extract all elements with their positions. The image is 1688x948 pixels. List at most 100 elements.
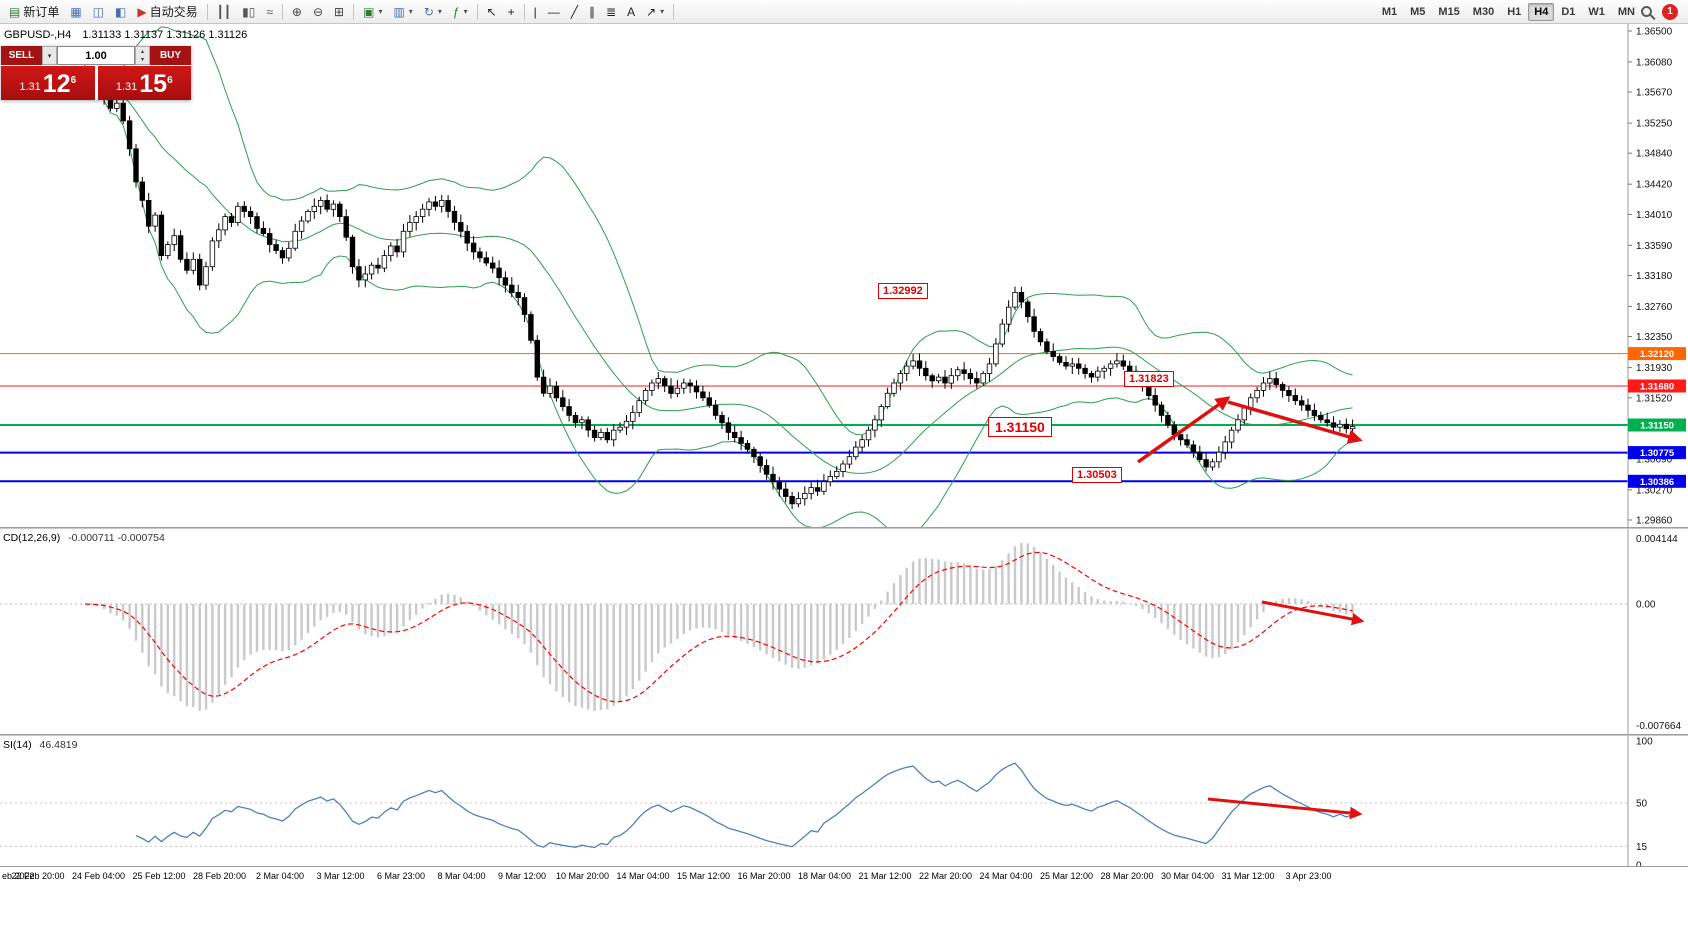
market-watch-button[interactable]: ▦ [65,2,86,22]
symbol-timeframe-label: GBPUSD-,H4 [4,29,72,41]
zoom-out-icon: ⊖ [312,4,324,19]
vertical-line-button[interactable]: | [529,2,542,22]
price-scale[interactable]: 1.36500 1.36080 1.35670 1.35250 1.34840 1.344… [1628,27,1686,527]
candlestick-chart-button[interactable]: ▮▯ [237,2,260,22]
main-chart[interactable]: 1.36500 1.36080 1.35670 1.35250 1.34840 1.344… [0,24,1688,527]
buy-price-prefix: 1.31 [115,81,138,93]
fibonacci-button[interactable]: ≣ [601,2,621,22]
bar-chart-button[interactable]: ┃┃ [212,2,236,22]
svg-text:0.00: 0.00 [1636,599,1656,610]
auto-trading-button[interactable]: ▶ 自动交易 [132,2,202,22]
candlestick-chart-icon: ▮▯ [242,4,256,19]
svg-text:1.35670: 1.35670 [1636,88,1673,99]
price-annotation[interactable]: 1.32992 [878,283,928,299]
horizontal-line-button[interactable]: — [543,2,565,22]
price-annotation[interactable]: 1.31823 [1124,371,1174,387]
notification-badge[interactable]: 1 [1662,3,1678,20]
toolbar-separator [523,3,525,20]
cursor-button[interactable]: ↖ [482,2,502,22]
time-label: 8 Mar 04:00 [437,871,486,881]
time-label: 15 Mar 12:00 [676,871,731,881]
new-chart-button[interactable]: ▣ ▾ [358,2,387,22]
time-label: 3 Apr 23:00 [1285,871,1332,881]
vertical-line-icon: | [533,4,537,19]
buy-button[interactable]: BUY [150,46,191,65]
sell-price-prefix: 1.31 [19,81,41,93]
timeframe-d1-button[interactable]: D1 [1561,5,1576,18]
time-label: 21 Mar 12:00 [858,871,912,881]
trendline-button[interactable]: ╱ [566,2,583,22]
toolbar-groups: ▤ 新订单 ▦ ◫ ◧ ▶ 自动交易 ┃┃ ▮▯ ≈ ⊕ ⊖ ⊞ ▣ ▾ ▥ ▾ ↻ ▾ ƒ ▾ ↖ + | — ╱ ∥ ≣ A ↗ ▾ [4,2,1370,22]
panel-separator[interactable] [0,527,1688,529]
text-tool-icon: A [627,4,636,19]
volume-dropdown[interactable]: ▾ [42,46,57,65]
new-chart-dropdown[interactable]: ▾ [378,7,383,16]
macd-values: -0.000711 -0.000754 [68,532,165,544]
crosshair-button[interactable]: + [503,2,520,22]
cycle-button[interactable]: ↻ ▾ [419,2,447,22]
rsi-line [135,762,1353,849]
trendline-icon: ╱ [570,4,579,19]
price-annotation[interactable]: 1.31150 [988,417,1052,437]
search-icon[interactable] [1641,6,1652,17]
time-label: 25 Feb 12:00 [132,871,186,881]
macd-panel[interactable]: 0.004144 0.00 -0.007664 [0,529,1688,734]
price-annotation[interactable]: 1.30503 [1072,467,1122,483]
volume-input[interactable] [57,46,135,65]
timeframe-h1-button[interactable]: H1 [1507,5,1522,18]
arrows-tool-dropdown[interactable]: ▾ [660,7,665,16]
rsi-title: SI(14) 46.4819 [3,739,77,751]
rsi-panel[interactable]: 100 50 15 0 [0,736,1688,866]
volume-stepper: ▴ ▾ [135,46,150,65]
horizontal-level-lines[interactable] [0,353,1628,483]
timeframe-h4-button[interactable]: H4 [1528,2,1555,21]
data-window-button[interactable]: ◫ [88,2,109,22]
volume-decrease-button[interactable]: ▾ [140,57,144,64]
tile-windows-button[interactable]: ⊞ [329,2,349,22]
profiles-button[interactable]: ▥ ▾ [388,2,417,22]
timeframe-m30-button[interactable]: M30 [1472,5,1495,18]
svg-text:1.32760: 1.32760 [1636,302,1673,313]
macd-title: CD(12,26,9) -0.000711 -0.000754 [3,532,165,544]
profiles-dropdown[interactable]: ▾ [408,7,413,16]
time-label: 24 Feb 04:00 [71,871,126,881]
panel-separator[interactable] [0,734,1688,736]
buy-price-pips: 15 [139,70,168,98]
time-label: 24 Mar 04:00 [979,871,1033,881]
timeframe-m5-button[interactable]: M5 [1410,5,1426,18]
sell-price-tile[interactable]: 1.31 12 6 [1,66,95,100]
zoom-in-icon: ⊕ [291,4,302,19]
line-chart-button[interactable]: ≈ [261,2,278,22]
macd-signal-line [84,551,1353,703]
market-watch-icon: ▦ [70,4,82,19]
bollinger-middle-line [97,80,1353,474]
text-tool-button[interactable]: A [622,2,640,22]
new-order-button[interactable]: ▤ 新订单 [4,2,64,22]
tile-windows-icon: ⊞ [334,4,345,19]
indicators-dropdown[interactable]: ▾ [463,7,468,16]
volume-increase-button[interactable]: ▴ [140,48,144,55]
timeframe-m15-button[interactable]: M15 [1438,5,1460,18]
navigator-button[interactable]: ◧ [110,2,131,22]
zoom-out-button[interactable]: ⊖ [308,2,328,22]
timeframe-m1-button[interactable]: M1 [1381,5,1398,18]
arrows-tool-button[interactable]: ↗ ▾ [641,2,669,22]
indicators-button[interactable]: ƒ ▾ [448,2,473,22]
svg-text:1.33590: 1.33590 [1636,241,1673,252]
equidistant-channel-button[interactable]: ∥ [584,2,600,22]
toolbar-separator [206,3,208,20]
sell-button[interactable]: SELL [1,46,42,65]
timeframe-w1-button[interactable]: W1 [1588,5,1605,18]
timeframe-mn-button[interactable]: MN [1617,5,1635,18]
arrows-tool-icon: ↗ [646,4,657,19]
cycle-dropdown[interactable]: ▾ [437,7,442,16]
svg-text:1.31150: 1.31150 [1640,421,1674,432]
buy-price-tile[interactable]: 1.31 15 6 [97,66,191,100]
zoom-in-button[interactable]: ⊕ [287,2,307,22]
svg-text:1.29860: 1.29860 [1636,516,1673,527]
svg-text:1.36500: 1.36500 [1636,27,1673,38]
time-axis[interactable]: eb 2022 22 Feb 20:00 24 Feb 04:00 25 Feb 12… [0,866,1688,948]
macd-histogram [90,542,1354,711]
svg-text:1.33180: 1.33180 [1636,271,1673,282]
